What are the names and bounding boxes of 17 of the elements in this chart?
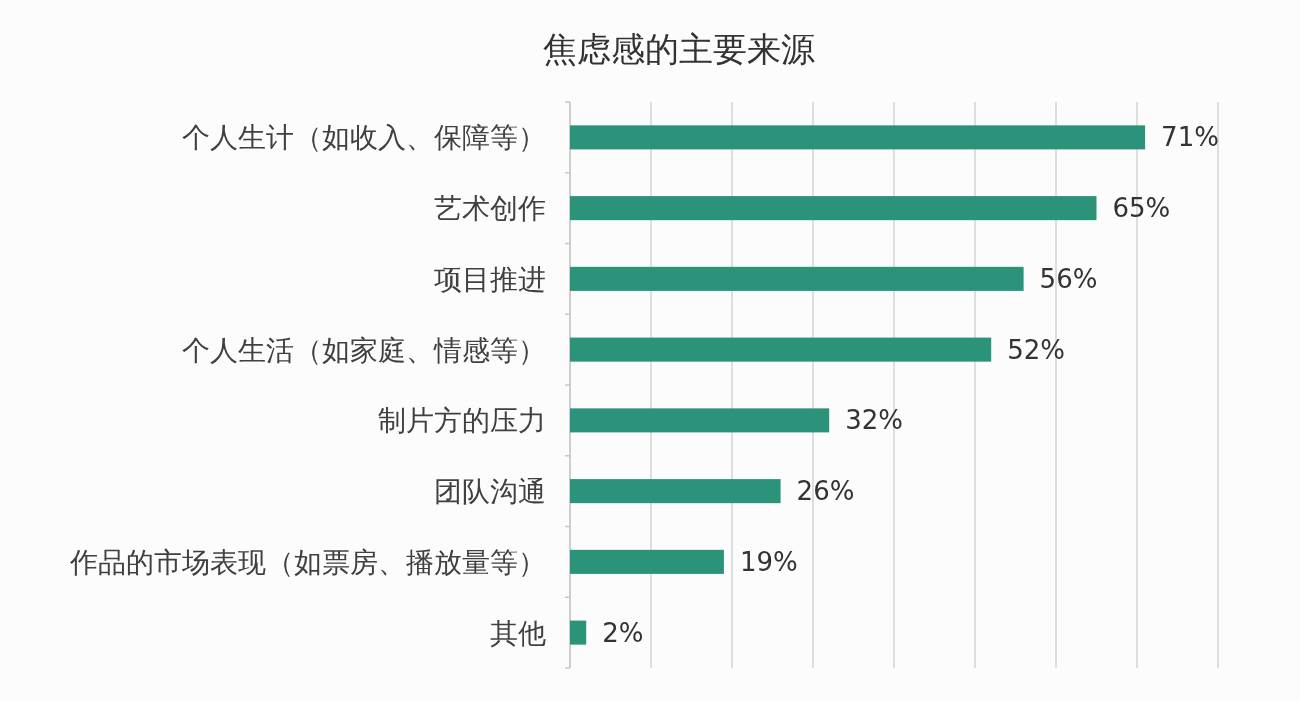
category-label: 个人生活（如家庭、情感等）	[182, 333, 546, 367]
value-label: 52%	[1007, 334, 1065, 365]
value-label: 71%	[1161, 122, 1219, 153]
category-label: 团队沟通	[434, 475, 546, 509]
category-label: 项目推进	[434, 262, 546, 296]
category-label: 作品的市场表现（如票房、播放量等）	[70, 545, 546, 579]
value-label: 2%	[602, 617, 644, 648]
category-label: 其他	[490, 616, 546, 650]
category-label: 个人生计（如收入、保障等）	[182, 121, 546, 155]
value-label: 65%	[1112, 193, 1171, 224]
value-label: 19%	[739, 546, 798, 577]
value-label: 56%	[1039, 263, 1098, 294]
value-label: 26%	[796, 476, 855, 507]
value-label: 32%	[845, 405, 903, 436]
category-label: 艺术创作	[434, 192, 546, 226]
title: 焦虑感的主要来源	[543, 29, 815, 69]
category-label: 制片方的压力	[378, 404, 546, 438]
